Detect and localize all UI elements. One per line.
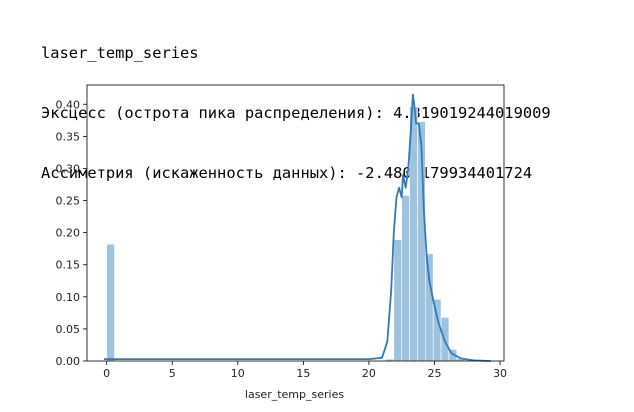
y-tick-label: 0.00 — [56, 355, 81, 368]
series-name-line: laser_temp_series — [41, 44, 199, 62]
y-tick-label: 0.40 — [56, 98, 81, 111]
x-tick-label: 10 — [231, 367, 245, 380]
histogram-bar — [393, 239, 403, 362]
y-tick-label: 0.35 — [56, 130, 81, 143]
y-tick-label: 0.25 — [56, 195, 81, 208]
x-axis-label: laser_temp_series — [245, 388, 344, 401]
kde-line — [104, 93, 491, 362]
kurtosis-line: Эксцесс (острота пика распределения): 4.… — [41, 104, 551, 122]
histogram-bar — [425, 253, 434, 362]
x-tick-label: 25 — [428, 367, 442, 380]
x-tick-label: 5 — [169, 367, 176, 380]
y-tick-label: 0.30 — [56, 162, 81, 175]
x-tick-label: 15 — [296, 367, 310, 380]
x-tick-label: 20 — [362, 367, 376, 380]
y-tick-label: 0.05 — [56, 323, 81, 336]
y-tick-label: 0.10 — [56, 291, 81, 304]
histogram-bar — [106, 243, 115, 362]
y-tick-label: 0.15 — [56, 259, 81, 272]
y-tick-label: 0.20 — [56, 227, 81, 240]
x-tick-label: 30 — [493, 367, 507, 380]
histogram-bar — [401, 195, 410, 362]
x-tick-label: 0 — [103, 367, 110, 380]
plot-frame — [86, 84, 505, 362]
